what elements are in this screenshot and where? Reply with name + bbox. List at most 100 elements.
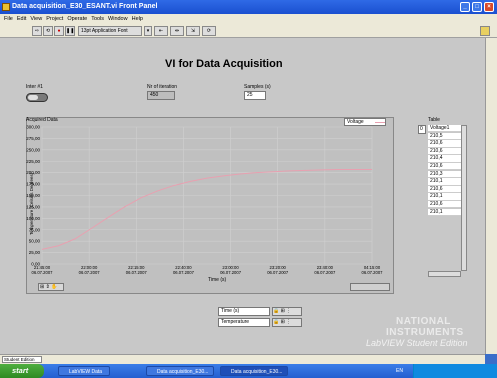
x-axis-label: Time (s) [208, 277, 226, 283]
language-indicator[interactable]: EN [396, 368, 403, 374]
labview-app-icon [2, 3, 10, 11]
x-tick-label: 06.07.2007 [220, 270, 242, 275]
y-tick-label: 125,00 [26, 204, 40, 209]
scale-legend-time: Time (s) [218, 307, 270, 316]
table-cell[interactable]: 210,1 [428, 178, 461, 186]
time-scale-buttons[interactable]: 🔒 ⊞ ⋮ [272, 307, 302, 316]
plot-legend-swatch [375, 122, 385, 123]
reorder-icon[interactable]: ⟳ [202, 26, 216, 36]
x-tick-label: 06.07.2007 [32, 270, 54, 275]
scale-legend-temperature: Temperature [218, 318, 270, 327]
x-tick-label: 06.07.2007 [173, 270, 195, 275]
y-axis-label: Temperature [Celsius Degrees] [29, 173, 34, 235]
table-cell[interactable]: Voltage1 [428, 125, 461, 133]
samples-input[interactable]: 25 [244, 91, 266, 100]
y-tick-label: 175,00 [26, 182, 40, 187]
taskbar-item-block-diagram[interactable]: Data acquisition_E30... [146, 366, 214, 376]
x-tick-label: 04:15:00 [364, 265, 381, 270]
y-tick-label: 100,00 [26, 216, 40, 221]
nr-iteration-indicator: 450 [147, 91, 175, 100]
windows-taskbar: start LabVIEW Data Data acquisition_E30.… [0, 364, 497, 378]
x-tick-label: 06.07.2007 [267, 270, 289, 275]
minimize-button[interactable]: _ [460, 2, 470, 12]
y-tick-label: 275,00 [26, 136, 40, 141]
run-arrow-icon[interactable]: ⇨ [32, 26, 42, 36]
table-vertical-scrollbar[interactable] [461, 125, 467, 271]
student-edition-label: Student Edition [2, 356, 42, 363]
temperature-scale-buttons[interactable]: 🔒 ⊞ ⋮ [272, 318, 302, 327]
resize-objects-icon[interactable]: ⇲ [186, 26, 200, 36]
nr-iteration-label: Nr of iteration [147, 84, 178, 90]
distribute-objects-icon[interactable]: ⇹ [170, 26, 184, 36]
series-line-voltage [41, 168, 372, 250]
graph-palette[interactable]: ⊞ ⇕ ✋ [38, 283, 64, 291]
table-cell[interactable]: 210,6 [428, 201, 461, 209]
table-cell[interactable]: 210,6 [428, 140, 461, 148]
table-cell[interactable]: 210,1 [428, 208, 461, 216]
align-objects-icon[interactable]: ⇤ [154, 26, 168, 36]
menu-item-help[interactable]: Help [131, 16, 143, 22]
font-dropdown-icon[interactable]: ▾ [144, 26, 152, 36]
ni-watermark: NATIONAL INSTRUMENTS LabVIEW Student Edi… [366, 316, 468, 348]
table-cell[interactable]: 210,6 [428, 185, 461, 194]
y-tick-label: 150,00 [26, 193, 40, 198]
taskbar-item-labview-data[interactable]: LabVIEW Data [58, 366, 110, 376]
x-tick-label: 22:15:00 [128, 265, 145, 270]
ni-watermark-line3: LabVIEW Student Edition [366, 338, 468, 348]
table-cell[interactable]: 210,6 [428, 163, 461, 171]
table-cell[interactable]: 210,6 [428, 147, 461, 156]
ni-watermark-line2: INSTRUMENTS [386, 327, 464, 338]
plot-legend-name: Voltage [347, 119, 364, 125]
x-tick-label: 06.07.2007 [126, 270, 148, 275]
table-horizontal-scrollbar[interactable] [428, 271, 461, 277]
table-cell[interactable]: 210,1 [428, 193, 461, 201]
toolbar: ⇨ ⟲ ● ❚❚ 13pt Application Font ▾ ⇤ ⇹ ⇲ ⟳ [0, 24, 497, 38]
menu-item-window[interactable]: Window [108, 16, 128, 22]
pause-icon[interactable]: ❚❚ [65, 26, 75, 36]
table-cell[interactable]: 210,3 [428, 170, 461, 178]
close-button[interactable]: × [484, 2, 494, 12]
menu-item-file[interactable]: File [4, 16, 13, 22]
vi-icon[interactable] [480, 26, 490, 36]
x-tick-label: 22:40:00 [175, 265, 192, 270]
menu-item-operate[interactable]: Operate [67, 16, 88, 22]
vi-title: VI for Data Acquisition [165, 58, 283, 70]
table-cell[interactable]: 210,5 [428, 132, 461, 140]
y-tick-label: 250,00 [26, 147, 40, 152]
y-tick-label: 300,00 [26, 125, 40, 130]
taskbar-item-front-panel[interactable]: Data acquisition_E30... [220, 366, 288, 376]
x-tick-label: 06.07.2007 [362, 270, 384, 275]
y-tick-label: 225,00 [26, 159, 40, 164]
table-row-index[interactable]: 0 [418, 125, 426, 134]
start-button[interactable]: start [0, 364, 44, 378]
abort-icon[interactable]: ● [54, 26, 64, 36]
run-continuously-icon[interactable]: ⟲ [43, 26, 53, 36]
x-tick-label: 23:20:00 [270, 265, 287, 270]
y-tick-label: 50,00 [29, 239, 41, 244]
x-tick-label: 06.07.2007 [314, 270, 336, 275]
font-selector[interactable]: 13pt Application Font [78, 26, 142, 36]
vertical-scrollbar[interactable] [485, 38, 497, 354]
x-tick-label: 22:00:00 [81, 265, 98, 270]
graph-x-scrollbar[interactable] [350, 283, 390, 291]
window-title: Data acquisition_E30_ESANT.vi Front Pane… [12, 3, 158, 10]
menu-item-edit[interactable]: Edit [16, 16, 27, 22]
maximize-button[interactable]: □ [472, 2, 482, 12]
ni-watermark-line1: NATIONAL [396, 316, 451, 327]
menu-item-project[interactable]: Project [46, 16, 64, 22]
menu-item-view[interactable]: View [30, 16, 43, 22]
x-tick-label: 23:40:00 [317, 265, 334, 270]
menu-item-tools[interactable]: Tools [91, 16, 105, 22]
switch-label: Inter #1 [26, 84, 43, 90]
y-tick-label: 200,00 [26, 170, 40, 175]
table-cell[interactable]: 210,4 [428, 155, 461, 163]
enable-switch[interactable] [26, 93, 48, 102]
y-tick-label: 0,00 [31, 262, 40, 267]
menu-bar: File Edit View Project Operate Tools Window Hel… [0, 14, 497, 24]
y-tick-label: 75,00 [29, 227, 41, 232]
plot-legend[interactable]: Voltage [344, 118, 386, 126]
horizontal-scrollbar[interactable]: Student Edition [0, 354, 485, 364]
x-tick-label: 06.07.2007 [79, 270, 101, 275]
table-label: Table [428, 117, 440, 123]
graph-label: Acquired Data [26, 117, 58, 123]
